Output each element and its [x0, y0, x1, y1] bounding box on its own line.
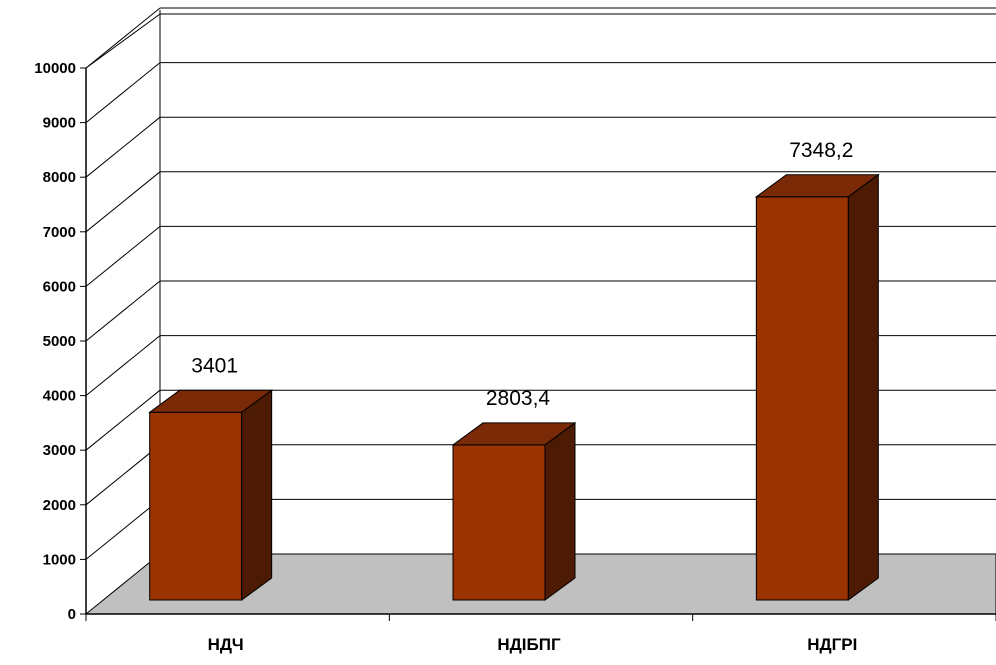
y-tick-label: 2000 [43, 497, 76, 514]
bar-2 [451, 421, 577, 601]
category-label: НДІБПГ [497, 635, 561, 654]
data-label: 2803,4 [486, 387, 551, 410]
gridline-diagonal [85, 116, 161, 178]
bar-side-face [847, 173, 879, 601]
bars [148, 173, 880, 601]
bar-front-face [452, 444, 546, 601]
y-tick-label: 0 [68, 606, 76, 623]
y-tick-label: 5000 [43, 333, 76, 350]
bar-side-face [544, 421, 576, 601]
gridline-diagonal [85, 444, 161, 506]
gridline-diagonal [85, 7, 161, 69]
gridline-diagonal [85, 280, 161, 342]
bar-front-face [755, 196, 849, 601]
bar-side-face [241, 389, 273, 601]
axes [80, 67, 996, 621]
y-tick-label: 9000 [43, 115, 76, 132]
y-tick-label: 4000 [43, 388, 76, 405]
data-label: 3401 [191, 354, 238, 377]
y-tick-label: 10000 [34, 60, 76, 77]
gridline-diagonal [85, 389, 161, 451]
category-label: НДЧ [208, 635, 244, 654]
gridline-diagonal [85, 171, 161, 233]
y-tick-label: 1000 [43, 551, 76, 568]
y-tick-label: 8000 [43, 169, 76, 186]
category-label: НДГРІ [807, 635, 857, 654]
gridline-diagonal [85, 13, 161, 69]
bar-1 [148, 389, 274, 601]
bar-3 [754, 173, 880, 601]
bar-front-face [149, 411, 243, 601]
gridline-diagonal [85, 62, 161, 123]
gridline-diagonal [85, 226, 161, 287]
gridline-diagonal [85, 499, 161, 560]
gridline-diagonal [85, 335, 161, 396]
data-label: 7348,2 [789, 139, 853, 162]
labels: 0 1000 2000 3000 4000 5000 6000 7000 8000 9000 100… [34, 60, 857, 654]
y-tick-label: 6000 [43, 278, 76, 295]
y-tick-label: 3000 [43, 442, 76, 459]
y-tick-label: 7000 [43, 224, 76, 241]
